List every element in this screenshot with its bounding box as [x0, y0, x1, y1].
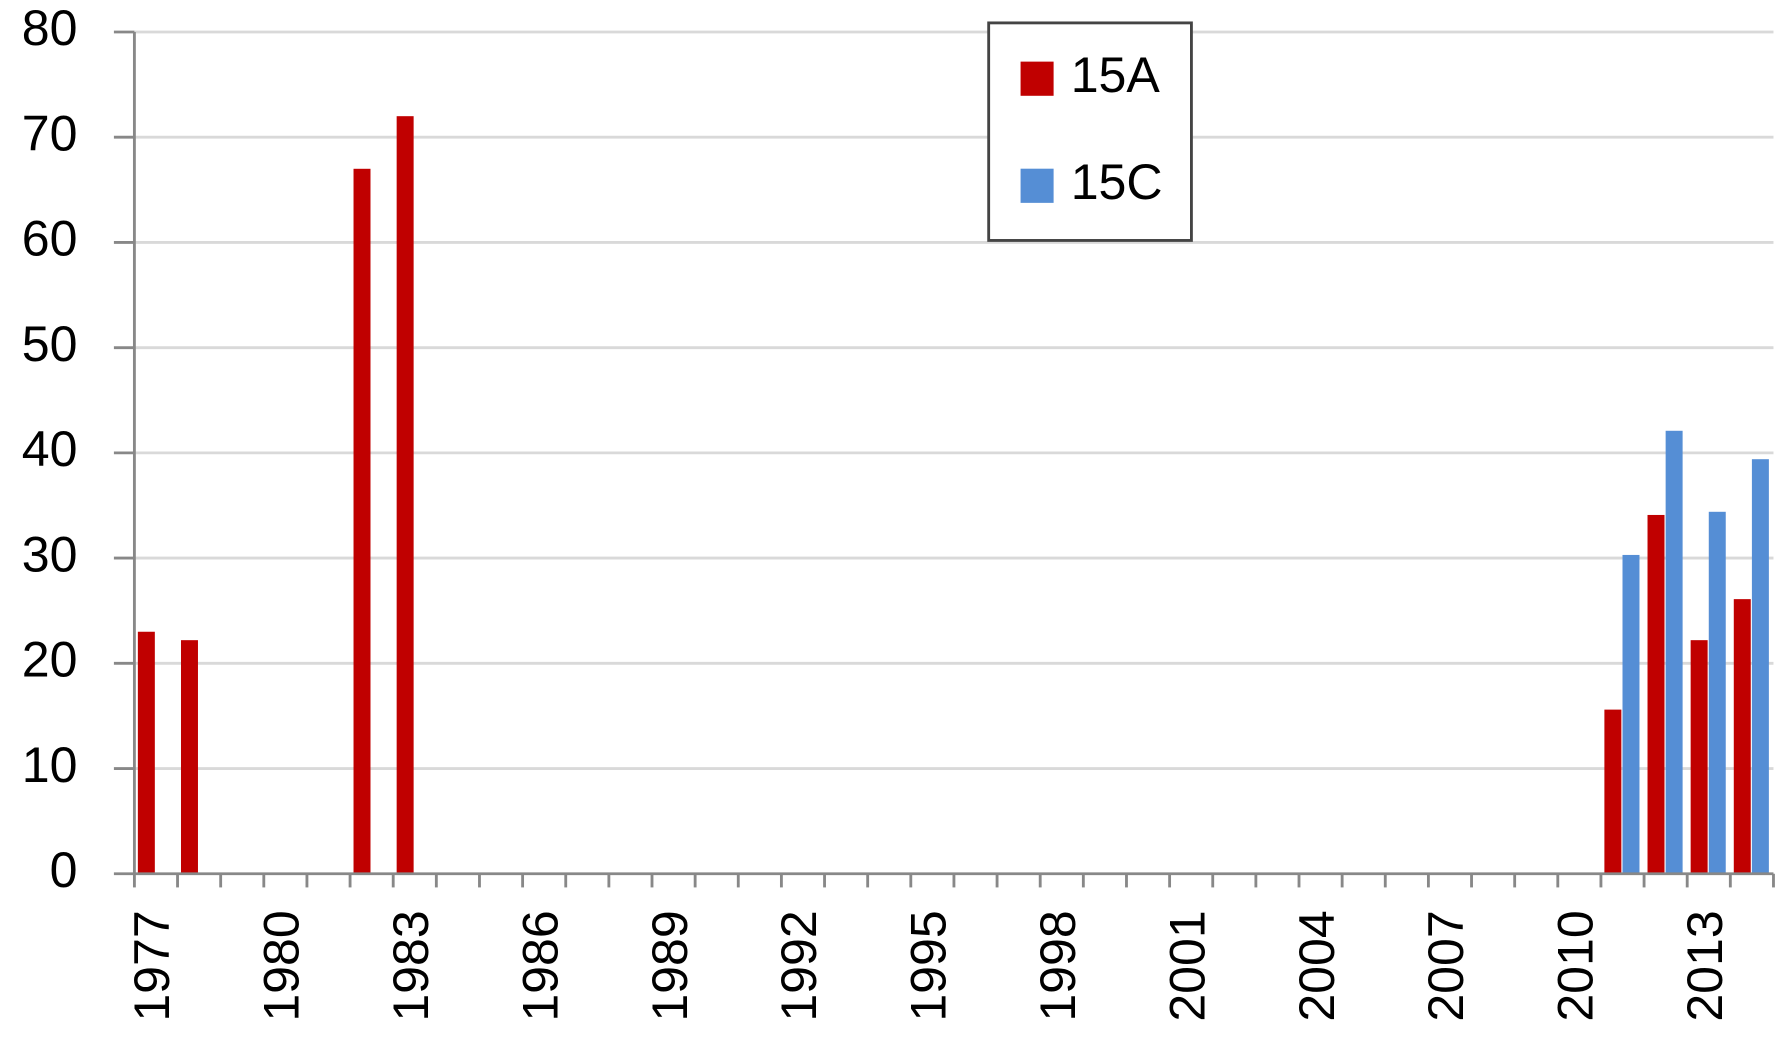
bar [1665, 430, 1683, 874]
legend-box [987, 21, 1193, 242]
x-tick-label: 2004 [1289, 910, 1345, 1021]
y-tick-label: 60 [22, 211, 78, 267]
x-tick-label: 2007 [1418, 910, 1474, 1021]
bar [1708, 511, 1726, 874]
y-tick-label: 50 [22, 316, 78, 372]
legend: 15A 15C [987, 21, 1193, 242]
bar [1622, 554, 1640, 874]
x-tick-label: 2013 [1677, 910, 1733, 1021]
x-tick-label: 1998 [1030, 910, 1086, 1021]
legend-swatch [1020, 61, 1054, 96]
y-tick-label: 0 [50, 842, 78, 898]
y-tick-label: 30 [22, 526, 78, 582]
y-tick-label: 70 [22, 105, 78, 161]
bar [353, 168, 371, 874]
legend-swatch [1020, 168, 1054, 203]
bar [137, 631, 155, 874]
x-tick-label: 2010 [1548, 910, 1604, 1021]
x-tick-label: 1983 [383, 910, 439, 1021]
bar [1733, 599, 1751, 874]
y-tick-label: 40 [22, 421, 78, 477]
bar [1690, 640, 1708, 874]
y-tick-label: 10 [22, 737, 78, 793]
legend-label: 15C [1071, 154, 1163, 210]
legend-label: 15A [1071, 47, 1161, 103]
x-tick-label: 1995 [901, 910, 957, 1021]
y-tick-label: 20 [22, 632, 78, 688]
bar [1647, 514, 1665, 874]
x-tick-label: 1980 [254, 910, 310, 1021]
x-tick-label: 1992 [771, 910, 827, 1021]
x-tick-label: 1977 [124, 910, 180, 1021]
bar [1751, 459, 1769, 874]
bar [180, 640, 198, 874]
y-tick-label: 80 [22, 0, 78, 56]
bar [396, 116, 414, 874]
x-tick-label: 1989 [642, 910, 698, 1021]
bar [1604, 709, 1622, 874]
x-tick-label: 2001 [1159, 910, 1215, 1021]
x-tick-label: 1986 [512, 910, 568, 1021]
